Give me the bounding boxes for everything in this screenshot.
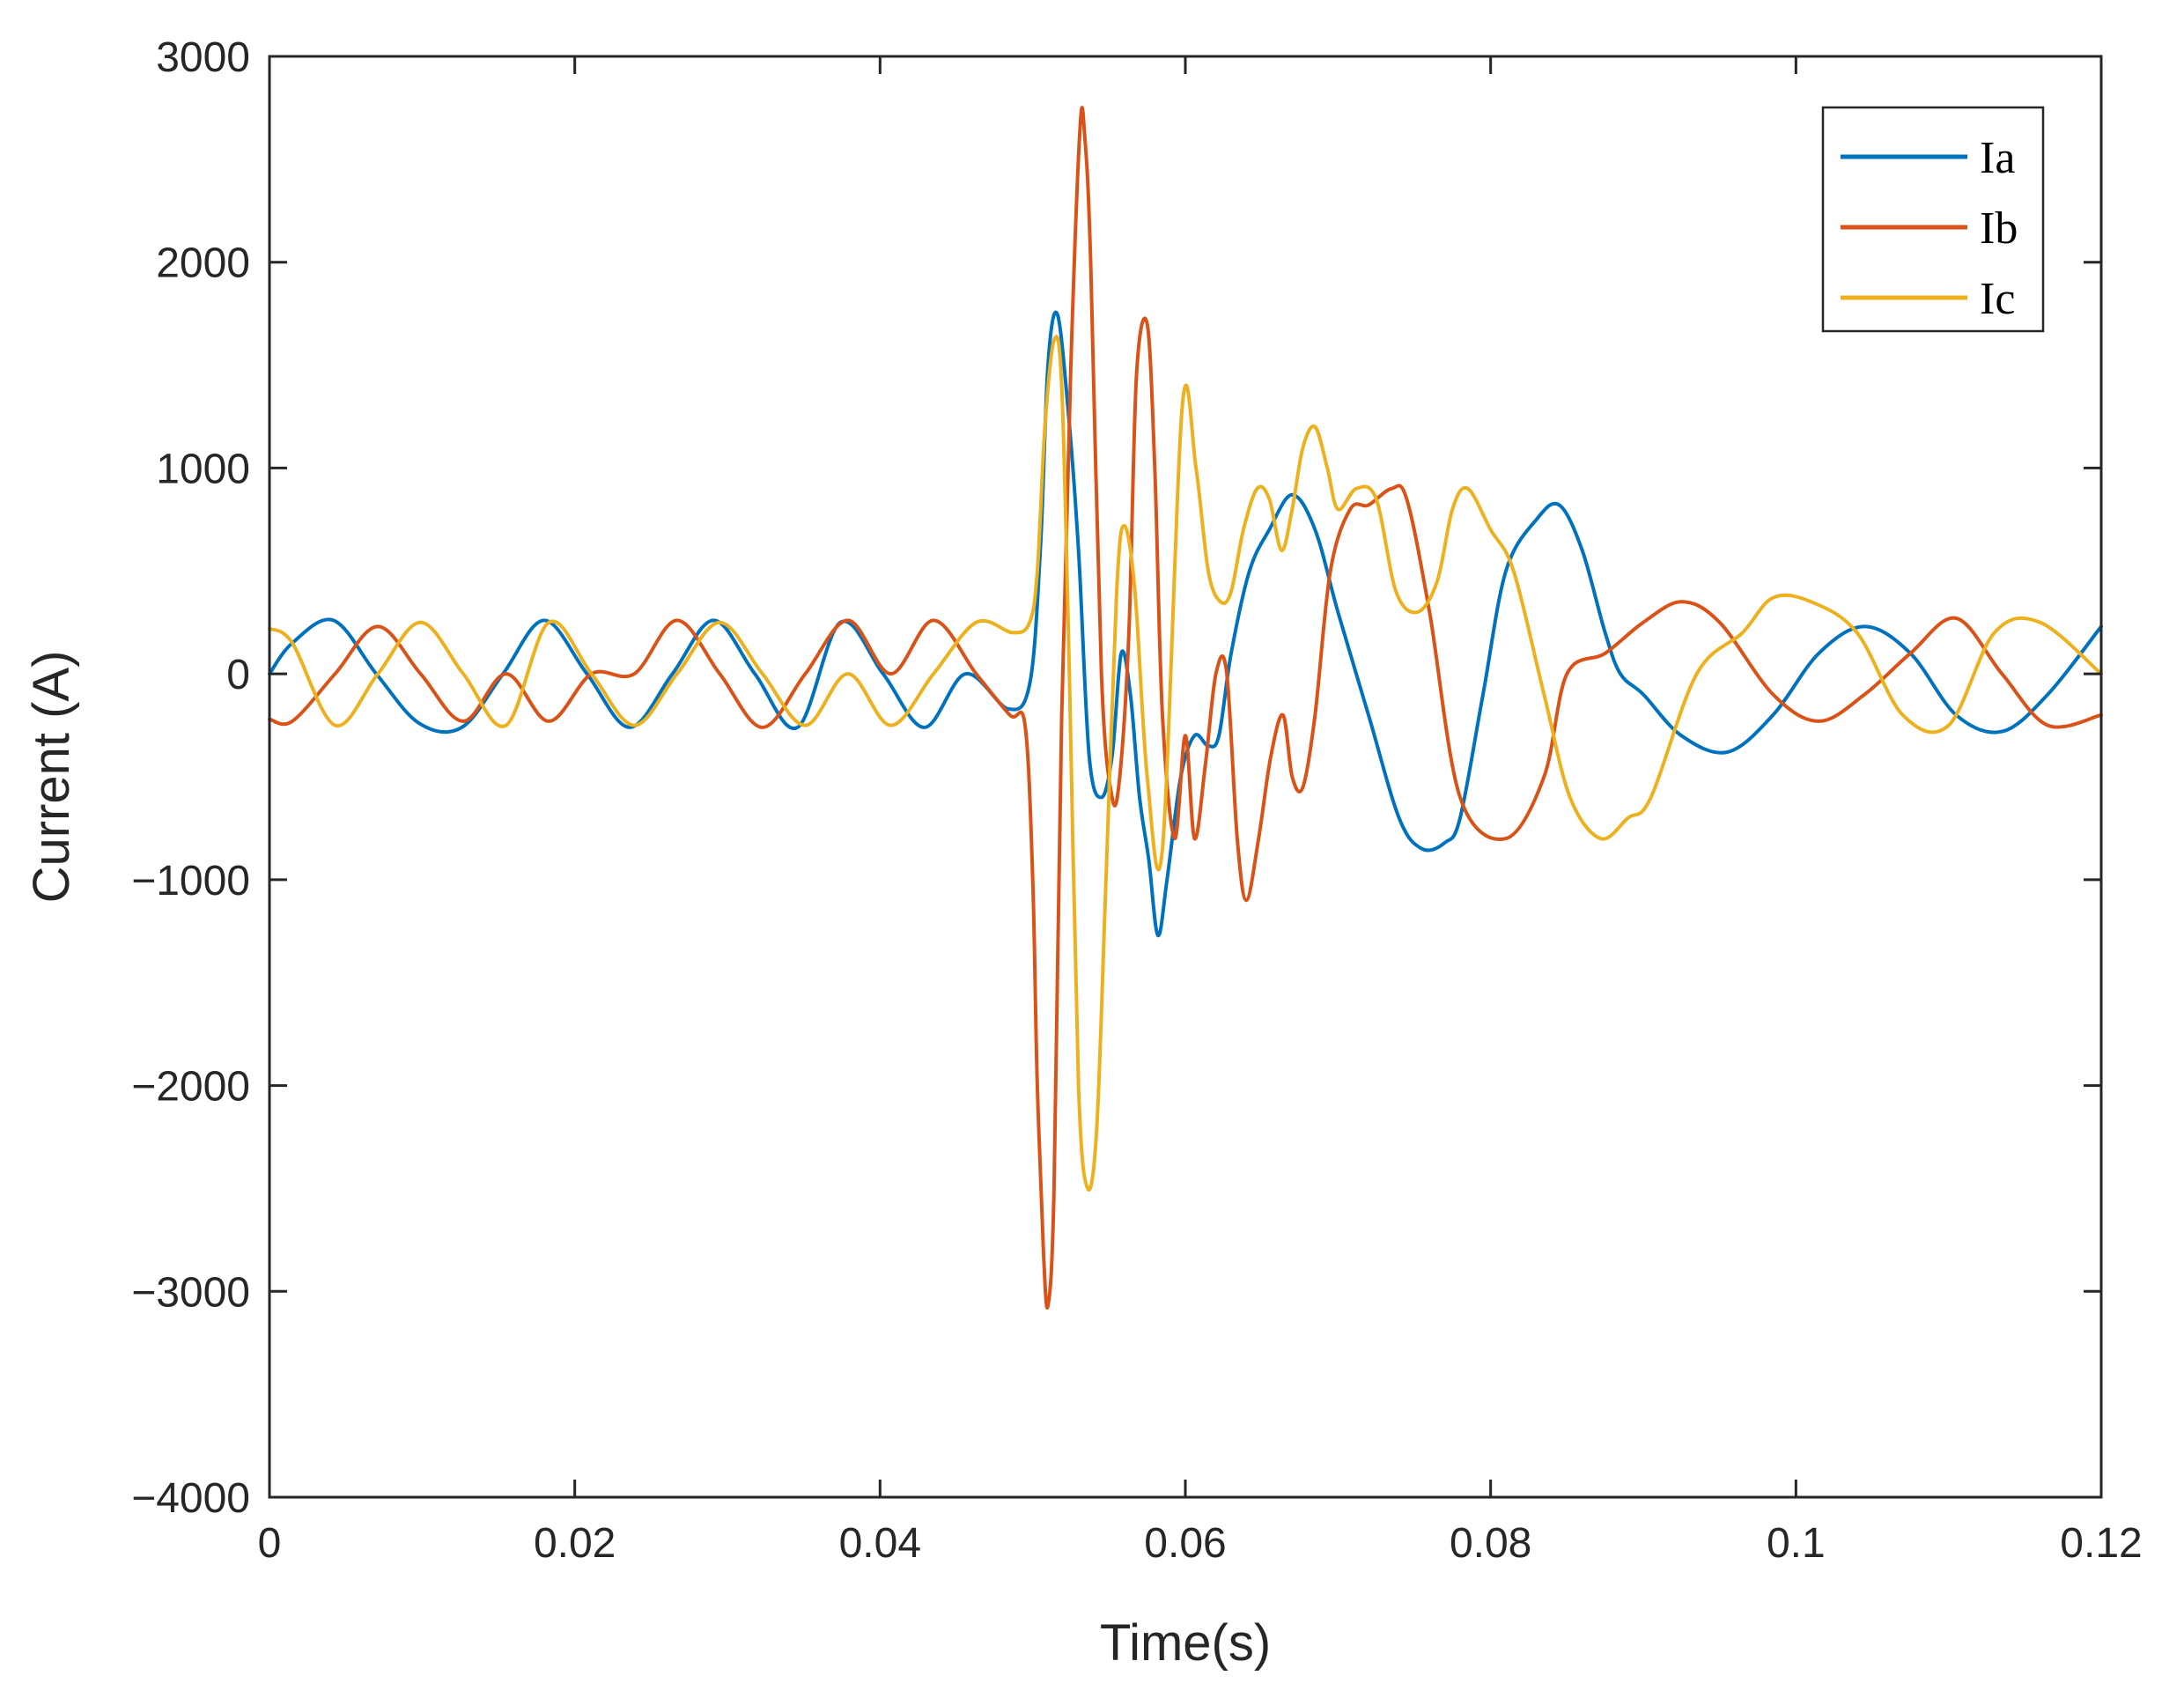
plot-area [269, 56, 2101, 1497]
y-tick-label: 3000 [156, 34, 250, 81]
x-tick-label: 0.12 [2060, 1520, 2142, 1567]
y-tick-label: 0 [226, 652, 250, 698]
y-axis: −4000 −3000 −2000 −1000 0 1000 2000 3000 [131, 34, 2101, 1522]
y-tick-label: −4000 [131, 1475, 250, 1522]
x-tick-label: 0.04 [839, 1520, 921, 1567]
x-axis: 0 0.02 0.04 0.06 0.08 0.1 0.12 [258, 56, 2143, 1567]
series-line-ia [268, 310, 2103, 938]
y-tick-label: 2000 [156, 240, 250, 287]
x-tick-label: 0.02 [534, 1520, 616, 1567]
y-tick-label: −2000 [131, 1064, 250, 1111]
legend-entries: Ia Ib Ic [1841, 133, 2018, 324]
y-axis-label: Current (A) [23, 651, 80, 904]
legend-label-ia: Ia [1980, 133, 2015, 183]
x-tick-label: 0.1 [1767, 1520, 1826, 1567]
legend-box [1821, 106, 2045, 333]
legend: Ia Ib Ic [1821, 106, 2045, 333]
y-tick-label: −3000 [131, 1269, 250, 1316]
series-line-ic [268, 335, 2103, 1192]
y-tick-label: −1000 [131, 858, 250, 904]
y-tick-label: 1000 [156, 446, 250, 492]
x-tick-label: 0 [258, 1520, 282, 1567]
series-line-ib [268, 106, 2103, 1310]
x-tick-label: 0.08 [1450, 1520, 1531, 1567]
x-axis-label: Time(s) [1100, 1614, 1271, 1672]
series-layer [268, 106, 2103, 1310]
legend-label-ib: Ib [1980, 203, 2018, 254]
legend-label-ic: Ic [1980, 274, 2015, 324]
x-tick-label: 0.06 [1144, 1520, 1226, 1567]
